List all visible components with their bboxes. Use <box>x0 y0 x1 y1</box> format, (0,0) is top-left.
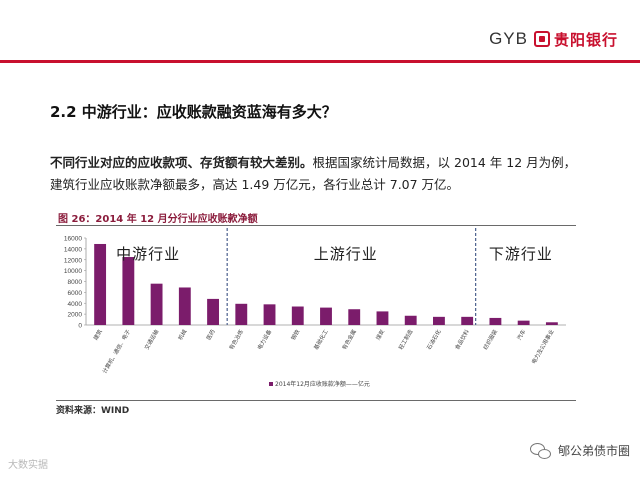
figure-title: 图 26：2014 年 12 月分行业应收账款净额 <box>58 214 258 225</box>
footer-account-name: 郇公弟债市圈 <box>557 444 630 458</box>
bar <box>348 309 361 325</box>
group-label: 下游行业 <box>489 245 553 263</box>
bar <box>291 306 304 325</box>
x-tick-label: 电力设备 <box>255 328 273 351</box>
bar <box>404 315 417 325</box>
footer-account: 郇公弟债市圈 <box>529 442 630 459</box>
y-tick-label: 14000 <box>64 246 82 253</box>
x-tick-label: 交通运输 <box>142 328 160 351</box>
header-divider <box>0 60 640 63</box>
legend-swatch <box>269 382 273 386</box>
bar <box>433 316 445 325</box>
bank-logo-icon <box>533 31 550 47</box>
source-note: 资料来源：WIND <box>56 406 130 416</box>
x-tick-label: 有色冶炼 <box>227 328 245 351</box>
x-tick-label: 汽车 <box>515 328 528 342</box>
brand-chinese: 贵阳银行 <box>553 30 618 49</box>
group-label: 上游行业 <box>314 245 378 263</box>
figure-top-rule <box>56 225 576 226</box>
paragraph-line2: 建筑行业应收账款净额最多，高达 1.49 万亿元，各行业总计 7.07 万亿。 <box>50 177 460 192</box>
bar <box>320 307 332 325</box>
x-tick-label: 医药 <box>204 328 217 342</box>
x-tick-label: 机械 <box>176 328 189 342</box>
legend-label: 2014年12月应收账款净额——亿元 <box>275 380 370 388</box>
brand-english: GYB <box>489 29 528 48</box>
x-tick-label: 有色金属 <box>340 328 358 351</box>
y-tick-label: 8000 <box>68 279 83 286</box>
bar <box>263 304 276 325</box>
x-tick-label: 钢铁 <box>289 328 302 342</box>
y-tick-label: 16000 <box>64 236 82 243</box>
group-label: 中游行业 <box>116 245 180 263</box>
bar <box>545 322 558 325</box>
brand-logo: GYB 贵阳银行 <box>489 28 618 50</box>
bar <box>235 303 248 325</box>
bar <box>150 283 163 325</box>
y-tick-label: 2000 <box>68 312 83 319</box>
y-tick-label: 12000 <box>64 257 82 264</box>
bar <box>376 311 389 325</box>
x-tick-label: 食品饮料 <box>453 328 471 351</box>
x-tick-label: 建筑 <box>91 328 104 342</box>
x-tick-label: 计算机、通信、电子 <box>100 328 132 375</box>
body-paragraph: 不同行业对应的应收款项、存货额有较大差别。根据国家统计局数据，以 2014 年 … <box>50 152 610 196</box>
bar <box>517 320 530 325</box>
paragraph-lead: 不同行业对应的应收款项、存货额有较大差别。 <box>50 155 313 170</box>
wechat-icon <box>529 442 552 459</box>
y-tick-label: 6000 <box>68 290 83 297</box>
bar <box>94 243 107 325</box>
x-tick-label: 煤炭 <box>374 328 387 342</box>
bar <box>122 257 135 325</box>
y-tick-label: 0 <box>78 323 82 330</box>
x-tick-label: 轻工制造 <box>397 328 415 351</box>
x-tick-label: 基础化工 <box>312 328 330 351</box>
footer-watermark: 大数实据 <box>8 460 48 471</box>
y-tick-label: 10000 <box>64 268 82 275</box>
y-tick-label: 4000 <box>68 301 83 308</box>
bar <box>489 317 502 325</box>
section-title: 2.2 中游行业：应收账款融资蓝海有多大？ <box>50 103 337 121</box>
receivables-bar-chart: 0 2000 4000 6000 8000 10000 12000 14000 16000 建筑计… <box>64 228 566 388</box>
bar <box>178 287 191 325</box>
paragraph-line1-rest: 根据国家统计局数据，以 2014 年 12 月为例， <box>312 155 577 170</box>
x-tick-label: 纺织服装 <box>481 328 499 351</box>
bar <box>461 316 474 325</box>
bar <box>207 298 219 325</box>
source-rule <box>56 400 576 401</box>
x-tick-label: 石油石化 <box>425 328 443 351</box>
x-tick-label: 电力及公用事业 <box>529 328 555 366</box>
